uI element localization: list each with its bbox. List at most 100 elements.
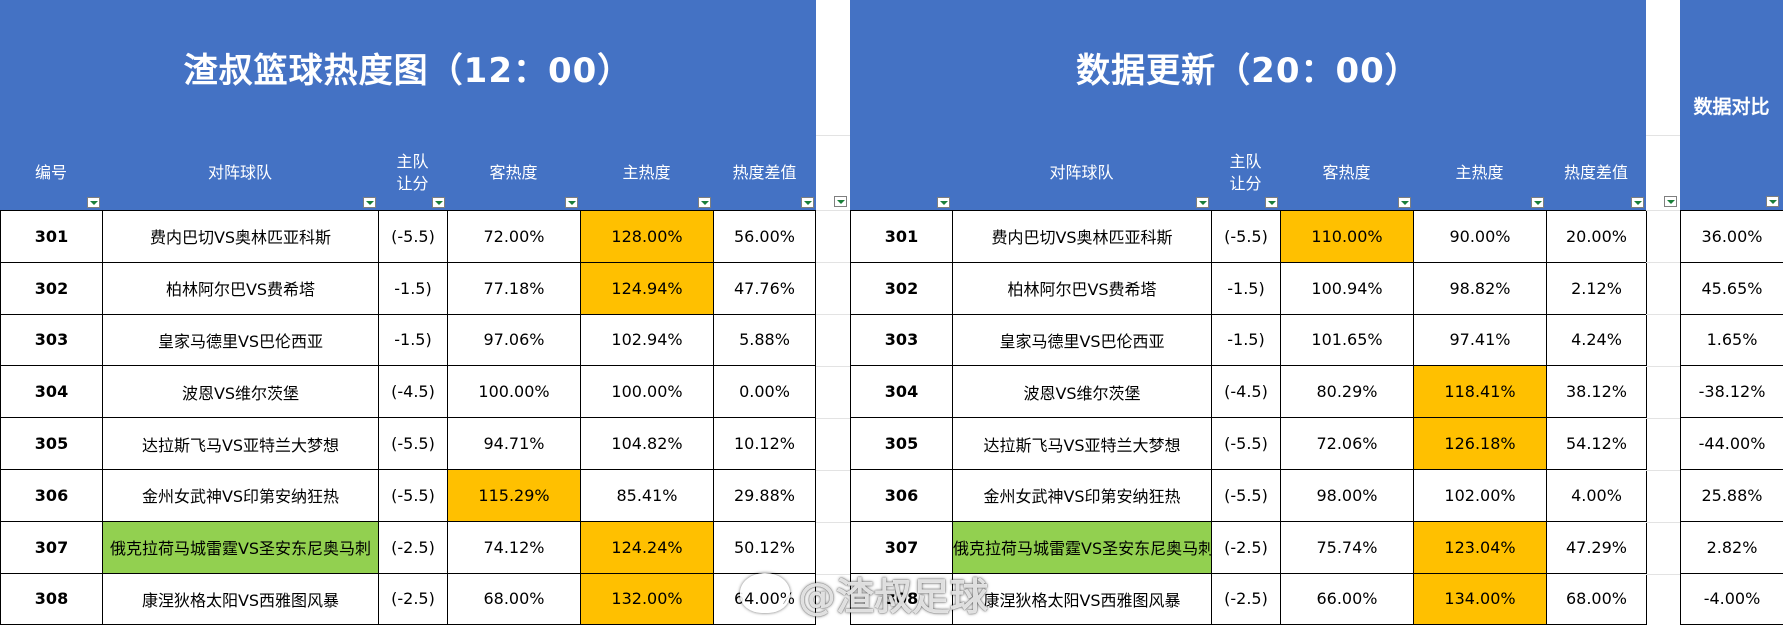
row-diff[interactable]: 68.00%: [1546, 572, 1647, 626]
row-match[interactable]: 金州女武神VS印第安纳狂热: [952, 468, 1212, 522]
row-home-heat[interactable]: 97.41%: [1413, 313, 1547, 367]
filter-dropdown-icon[interactable]: [363, 197, 376, 208]
filter-dropdown-icon[interactable]: [1265, 197, 1278, 208]
filter-dropdown-icon[interactable]: [1398, 197, 1411, 208]
filter-dropdown-icon[interactable]: [1196, 197, 1209, 208]
row-id[interactable]: 301: [0, 210, 103, 263]
row-away-heat[interactable]: 72.00%: [447, 210, 581, 263]
filter-dropdown-icon[interactable]: [834, 196, 847, 207]
row-handicap[interactable]: (-4.5): [1211, 365, 1281, 419]
filter-dropdown-icon[interactable]: [1531, 197, 1544, 208]
row-diff[interactable]: 29.88%: [713, 468, 816, 522]
row-away-heat[interactable]: 100.00%: [447, 365, 581, 419]
row-id[interactable]: 304: [0, 365, 103, 419]
row-match[interactable]: 达拉斯飞马VS亚特兰大梦想: [952, 417, 1212, 470]
row-handicap[interactable]: (-5.5): [1211, 468, 1281, 522]
row-away-heat[interactable]: 72.06%: [1280, 417, 1414, 470]
filter-dropdown-icon[interactable]: [1766, 196, 1779, 207]
row-match[interactable]: 费内巴切VS奥林匹亚科斯: [102, 210, 379, 263]
row-home-heat[interactable]: 118.41%: [1413, 365, 1547, 419]
row-compare-value[interactable]: -44.00%: [1680, 417, 1783, 470]
row-match[interactable]: 康涅狄格太阳VS西雅图风暴: [102, 572, 379, 626]
row-diff[interactable]: 38.12%: [1546, 365, 1647, 419]
row-id[interactable]: 303: [850, 313, 953, 367]
row-match[interactable]: 波恩VS维尔茨堡: [952, 365, 1212, 419]
row-id[interactable]: 307: [0, 520, 103, 574]
row-match[interactable]: 波恩VS维尔茨堡: [102, 365, 379, 419]
row-handicap[interactable]: -1.5): [378, 261, 448, 315]
row-diff[interactable]: 20.00%: [1546, 210, 1647, 263]
row-away-heat[interactable]: 77.18%: [447, 261, 581, 315]
filter-dropdown-icon[interactable]: [432, 197, 445, 208]
row-home-heat[interactable]: 85.41%: [580, 468, 714, 522]
row-diff[interactable]: 5.88%: [713, 313, 816, 367]
filter-dropdown-icon[interactable]: [801, 197, 814, 208]
row-compare-value[interactable]: 1.65%: [1680, 313, 1783, 367]
row-home-heat[interactable]: 134.00%: [1413, 572, 1547, 626]
filter-dropdown-icon[interactable]: [565, 197, 578, 208]
row-compare-value[interactable]: 45.65%: [1680, 261, 1783, 315]
row-diff[interactable]: 47.29%: [1546, 520, 1647, 574]
row-compare-value[interactable]: -4.00%: [1680, 572, 1783, 626]
row-match[interactable]: 金州女武神VS印第安纳狂热: [102, 468, 379, 522]
filter-dropdown-icon[interactable]: [698, 197, 711, 208]
row-compare-value[interactable]: -38.12%: [1680, 365, 1783, 419]
row-diff[interactable]: 4.24%: [1546, 313, 1647, 367]
row-match[interactable]: 俄克拉荷马城雷霆VS圣安东尼奥马刺: [952, 520, 1212, 574]
row-away-heat[interactable]: 115.29%: [447, 468, 581, 522]
filter-dropdown-icon[interactable]: [1631, 197, 1644, 208]
row-id[interactable]: 307: [850, 520, 953, 574]
row-match[interactable]: 俄克拉荷马城雷霆VS圣安东尼奥马刺: [102, 520, 379, 574]
row-home-heat[interactable]: 98.82%: [1413, 261, 1547, 315]
row-diff[interactable]: 0.00%: [713, 365, 816, 419]
row-match[interactable]: 皇家马德里VS巴伦西亚: [102, 313, 379, 367]
row-away-heat[interactable]: 80.29%: [1280, 365, 1414, 419]
row-away-heat[interactable]: 98.00%: [1280, 468, 1414, 522]
filter-dropdown-icon[interactable]: [1664, 196, 1677, 207]
row-handicap[interactable]: (-5.5): [378, 468, 448, 522]
row-away-heat[interactable]: 100.94%: [1280, 261, 1414, 315]
row-match[interactable]: 达拉斯飞马VS亚特兰大梦想: [102, 417, 379, 470]
row-away-heat[interactable]: 110.00%: [1280, 210, 1414, 263]
row-diff[interactable]: 10.12%: [713, 417, 816, 470]
row-diff[interactable]: 50.12%: [713, 520, 816, 574]
row-id[interactable]: 308: [850, 572, 953, 626]
row-home-heat[interactable]: 123.04%: [1413, 520, 1547, 574]
row-id[interactable]: 306: [0, 468, 103, 522]
row-id[interactable]: 303: [0, 313, 103, 367]
row-handicap[interactable]: (-5.5): [1211, 417, 1281, 470]
row-diff[interactable]: 4.00%: [1546, 468, 1647, 522]
row-match[interactable]: 柏林阿尔巴VS费希塔: [952, 261, 1212, 315]
row-handicap[interactable]: (-2.5): [1211, 520, 1281, 574]
row-diff[interactable]: 2.12%: [1546, 261, 1647, 315]
row-compare-value[interactable]: 25.88%: [1680, 468, 1783, 522]
row-handicap[interactable]: (-5.5): [1211, 210, 1281, 263]
row-handicap[interactable]: (-5.5): [378, 417, 448, 470]
row-away-heat[interactable]: 74.12%: [447, 520, 581, 574]
row-id[interactable]: 305: [0, 417, 103, 470]
row-home-heat[interactable]: 132.00%: [580, 572, 714, 626]
row-id[interactable]: 305: [850, 417, 953, 470]
row-match[interactable]: 康涅狄格太阳VS西雅图风暴: [952, 572, 1212, 626]
row-away-heat[interactable]: 94.71%: [447, 417, 581, 470]
row-handicap[interactable]: (-5.5): [378, 210, 448, 263]
row-away-heat[interactable]: 66.00%: [1280, 572, 1414, 626]
row-home-heat[interactable]: 90.00%: [1413, 210, 1547, 263]
filter-dropdown-icon[interactable]: [87, 197, 100, 208]
row-handicap[interactable]: (-2.5): [378, 520, 448, 574]
row-home-heat[interactable]: 124.94%: [580, 261, 714, 315]
row-match[interactable]: 皇家马德里VS巴伦西亚: [952, 313, 1212, 367]
row-home-heat[interactable]: 126.18%: [1413, 417, 1547, 470]
row-match[interactable]: 费内巴切VS奥林匹亚科斯: [952, 210, 1212, 263]
row-id[interactable]: 304: [850, 365, 953, 419]
row-compare-value[interactable]: 2.82%: [1680, 520, 1783, 574]
row-id[interactable]: 302: [850, 261, 953, 315]
row-compare-value[interactable]: 36.00%: [1680, 210, 1783, 263]
row-id[interactable]: 308: [0, 572, 103, 626]
row-handicap[interactable]: (-4.5): [378, 365, 448, 419]
row-id[interactable]: 302: [0, 261, 103, 315]
row-home-heat[interactable]: 124.24%: [580, 520, 714, 574]
row-away-heat[interactable]: 101.65%: [1280, 313, 1414, 367]
row-home-heat[interactable]: 102.00%: [1413, 468, 1547, 522]
filter-dropdown-icon[interactable]: [937, 197, 950, 208]
